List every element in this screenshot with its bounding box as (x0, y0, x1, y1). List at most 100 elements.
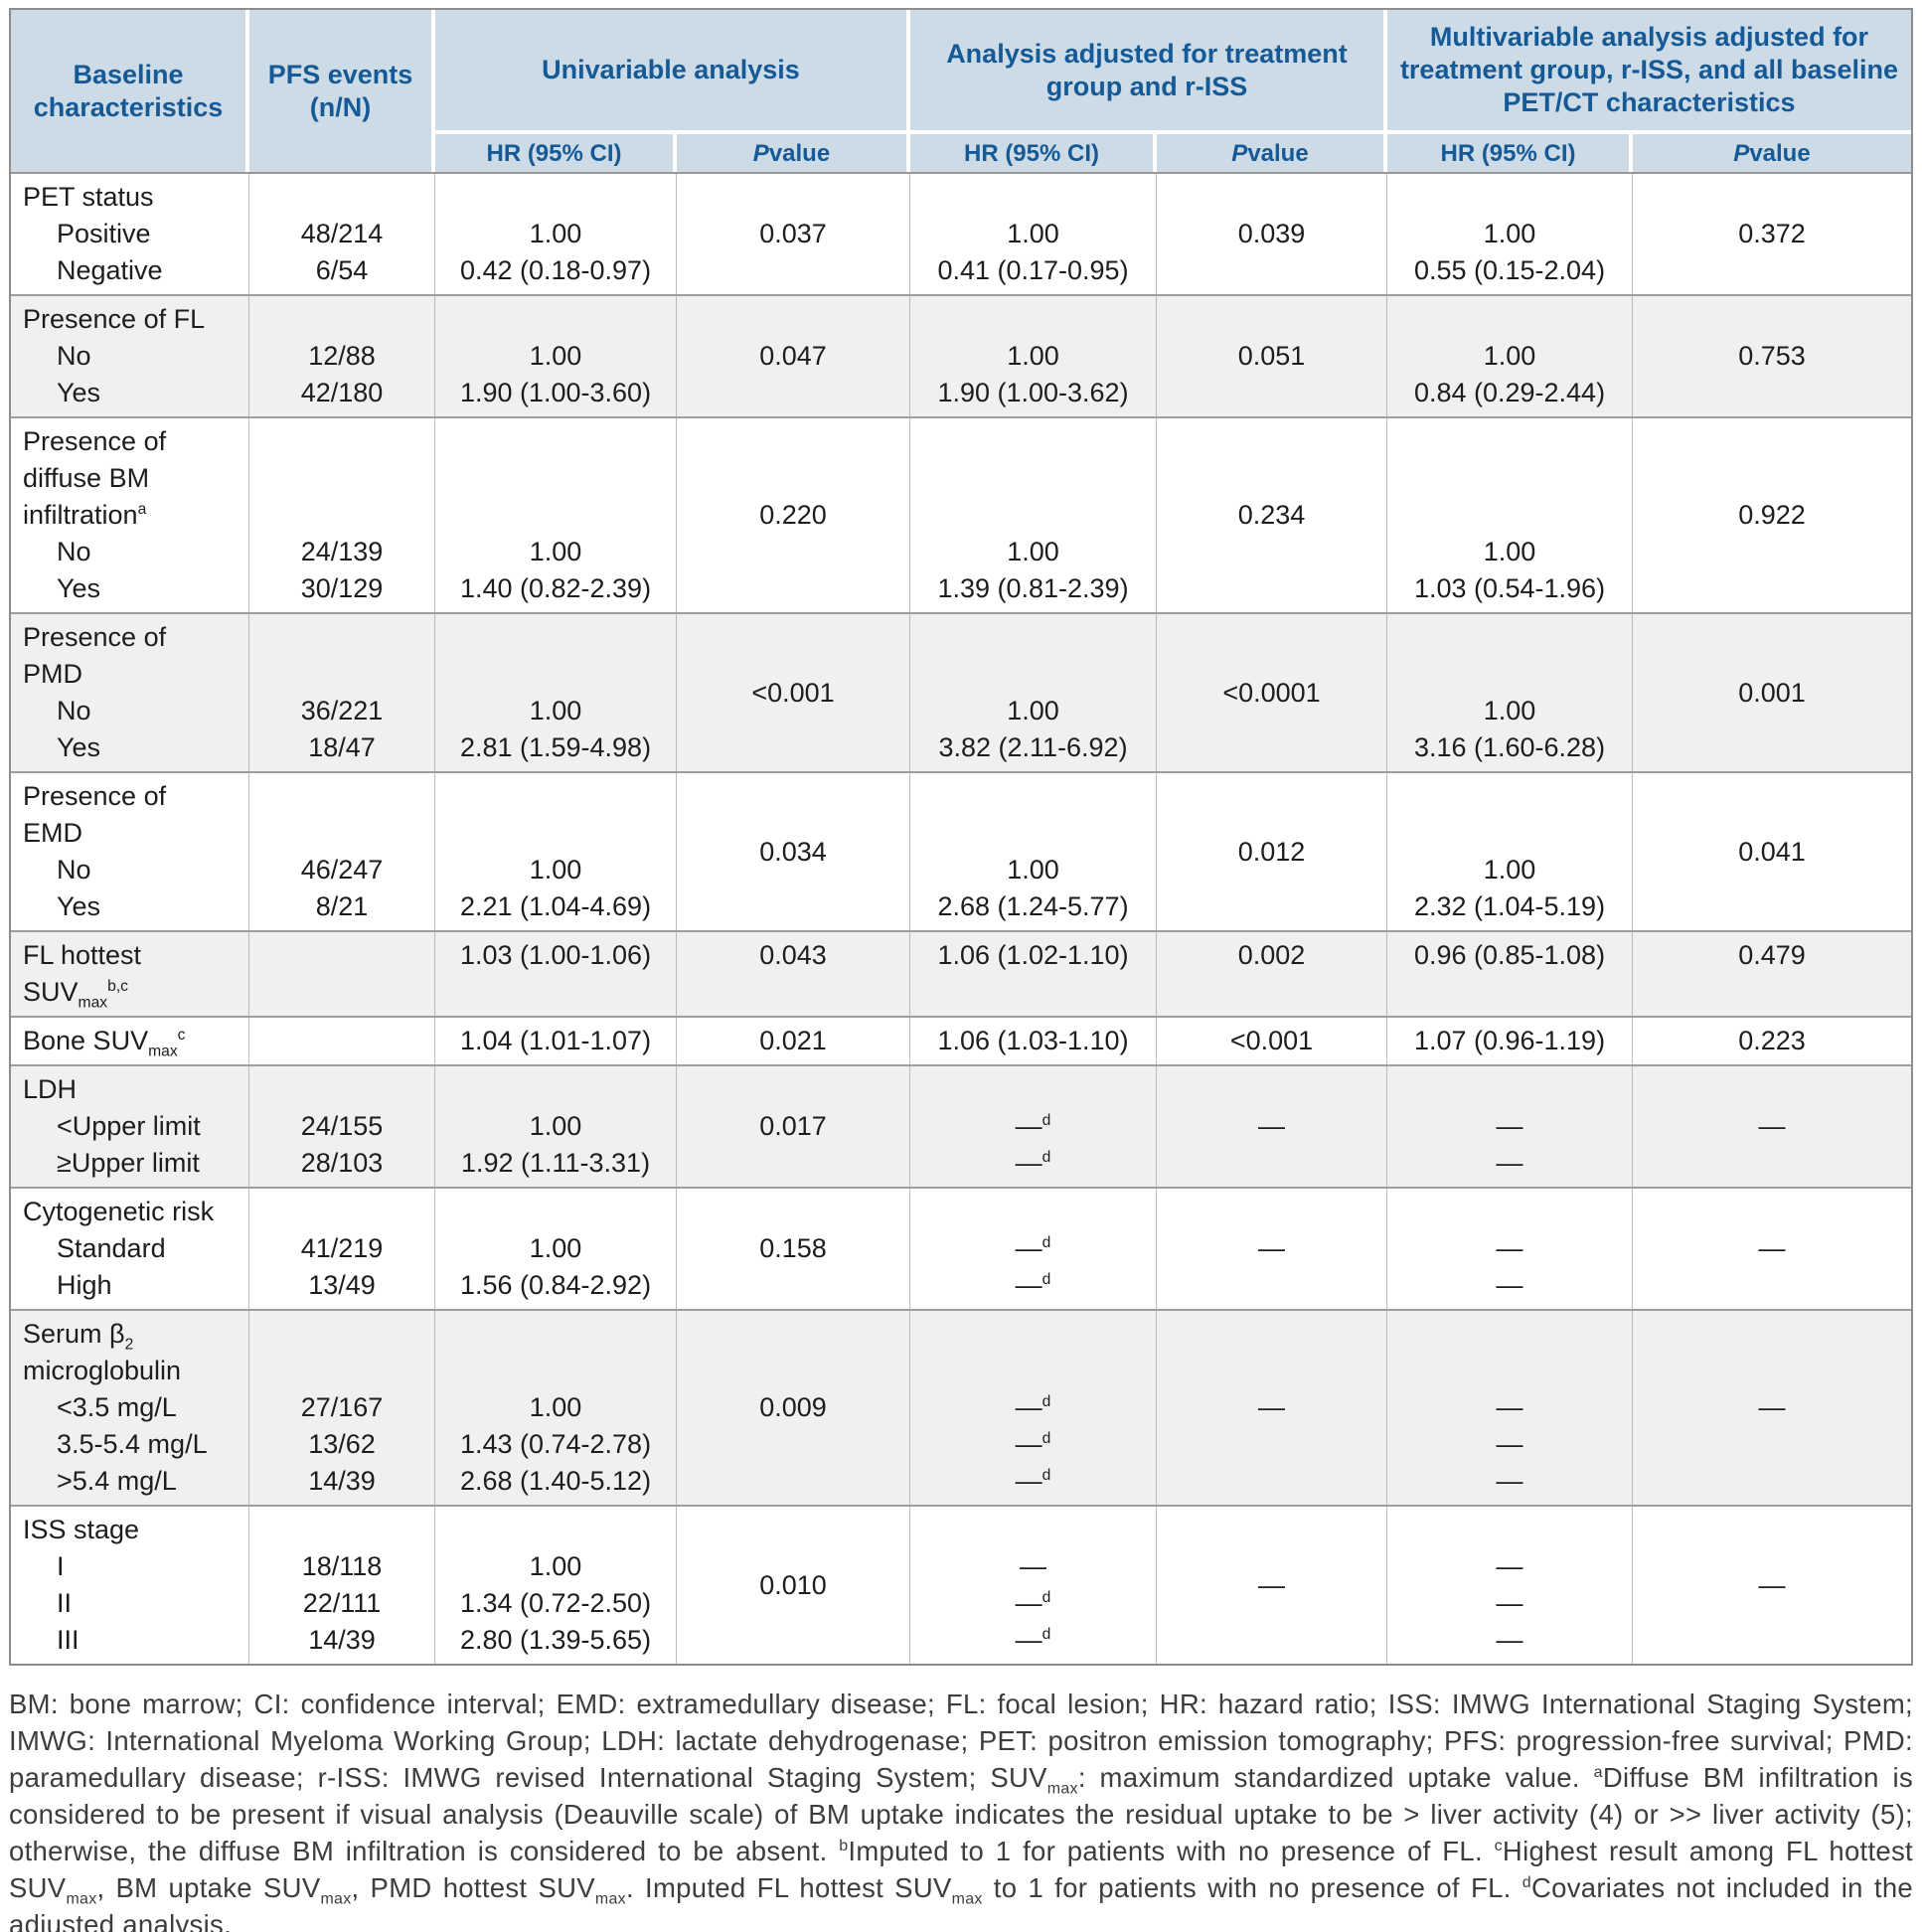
univariable-pvalue-cell: 0.037 (677, 174, 910, 294)
header-univariable-pvalue: P value (677, 134, 910, 172)
multivariable-pvalue-cell: 0.223 (1738, 1026, 1806, 1055)
adjusted-hr-cell: —d —d (910, 1066, 1157, 1187)
univariable-pvalue-cell: 0.043 (677, 932, 910, 1016)
adjusted-hr-cell: 1.00 2.68 (1.24-5.77) (910, 773, 1157, 930)
table-row-diffuse-bm-infiltration: Presence of diffuse BM infiltrationa No Yes 2… (11, 418, 1911, 614)
univariable-pvalue-cell: 0.034 (677, 773, 910, 930)
multivariable-pvalue-cell: 0.479 (1738, 940, 1806, 970)
multivariable-pvalue-cell: — (1758, 1392, 1786, 1422)
table-row-presence-of-fl: Presence of FL No Yes 12/88 42/180 1.00 1.90 (… (11, 296, 1911, 418)
multivariable-hr-cell: 1.00 2.32 (1.04-5.19) (1387, 773, 1633, 930)
univariable-hr-cell: 1.00 0.42 (0.18-0.97) (435, 174, 677, 294)
adjusted-pvalue-cell: 0.234 (1157, 418, 1387, 612)
multivariable-pvalue-cell: 0.041 (1738, 836, 1806, 867)
table-row-bone-suvmax: Bone SUVmaxc 1.04 (1.01-1.07) 0.021 1.06 (1… (11, 1018, 1911, 1066)
multivariable-hr-cell: 1.00 3.16 (1.60-6.28) (1387, 614, 1633, 771)
univariable-hr-cell: 1.00 2.81 (1.59-4.98) (435, 614, 677, 771)
header-group-adjusted: Analysis adjusted for treatment group an… (910, 10, 1387, 134)
adjusted-pvalue-cell: <0.0001 (1157, 614, 1387, 771)
adjusted-hr-cell: 1.06 (1.02-1.10) (910, 932, 1157, 1016)
table-body: PET status Positive Negative 48/214 6/54 1.00… (11, 174, 1911, 1664)
header-group-multivariable: Multivariable analysis adjusted for trea… (1387, 10, 1911, 134)
pfs-events-cell: 18/118 22/111 14/39 (249, 1507, 435, 1664)
multivariable-pvalue-cell: 0.372 (1738, 219, 1806, 248)
characteristic-label-cell: Serum β2 microglobulin <3.5 mg/L 3.5-5.4 mg… (11, 1311, 249, 1505)
pfs-events-cell (249, 1018, 435, 1064)
adjusted-hr-cell: 1.00 0.41 (0.17-0.95) (910, 174, 1157, 294)
table-row-iss-stage: ISS stage I II III 18/118 22/111 14/39 1.00 1.34… (11, 1507, 1911, 1664)
adjusted-hr-cell: —d —d —d (910, 1311, 1157, 1505)
pfs-events-cell: 24/155 28/103 (249, 1066, 435, 1187)
header-adjusted-hr: HR (95% CI) (910, 134, 1157, 172)
header-univariable-hr: HR (95% CI) (435, 134, 677, 172)
characteristic-label-cell: Presence of FL No Yes (11, 296, 249, 416)
pfs-events-cell: 24/139 30/129 (249, 418, 435, 612)
multivariable-hr-cell: — — (1387, 1066, 1633, 1187)
table-row-presence-of-emd: Presence of EMD No Yes 46/247 8/21 1.00 2.21 (1… (11, 773, 1911, 932)
adjusted-pvalue-cell: 0.002 (1157, 932, 1387, 1016)
table-row-pet-status: PET status Positive Negative 48/214 6/54 1.00… (11, 174, 1911, 296)
multivariable-hr-cell: — — (1387, 1189, 1633, 1309)
univariable-pvalue-cell: 0.047 (677, 296, 910, 416)
multivariable-pvalue-cell: — (1758, 1569, 1786, 1600)
characteristic-label-cell: Cytogenetic risk Standard High (11, 1189, 249, 1309)
analysis-table: Baseline characteristics PFS events (n/N… (9, 8, 1913, 1666)
pfs-events-cell: 41/219 13/49 (249, 1189, 435, 1309)
univariable-pvalue-cell: 0.010 (677, 1507, 910, 1664)
table-row-cytogenetic-risk: Cytogenetic risk Standard High 41/219 13/49 1… (11, 1189, 1911, 1311)
multivariable-hr-cell: 0.96 (0.85-1.08) (1387, 932, 1633, 1016)
characteristic-label-cell: ISS stage I II III (11, 1507, 249, 1664)
multivariable-hr-cell: 1.00 0.55 (0.15-2.04) (1387, 174, 1633, 294)
multivariable-pvalue-cell: — (1758, 1233, 1786, 1263)
header-pfs-events: PFS events (n/N) (249, 10, 435, 172)
header-adjusted-pvalue: P value (1157, 134, 1387, 172)
multivariable-pvalue-cell: 0.922 (1738, 500, 1806, 530)
multivariable-hr-cell: 1.00 0.84 (0.29-2.44) (1387, 296, 1633, 416)
table-row-presence-of-pmd: Presence of PMD No Yes 36/221 18/47 1.00 2.81 (… (11, 614, 1911, 773)
multivariable-pvalue-cell: 0.001 (1738, 677, 1806, 708)
multivariable-pvalue-cell: — (1758, 1111, 1786, 1141)
univariable-pvalue-cell: 0.220 (677, 418, 910, 612)
table-header: Baseline characteristics PFS events (n/N… (11, 10, 1911, 174)
univariable-hr-cell: 1.00 1.90 (1.00-3.60) (435, 296, 677, 416)
characteristic-label-cell: FL hottest SUVmaxb,c (11, 932, 249, 1016)
characteristic-label-cell: Presence of PMD No Yes (11, 614, 249, 771)
univariable-pvalue-cell: 0.158 (677, 1189, 910, 1309)
adjusted-pvalue-cell: — (1157, 1507, 1387, 1664)
pfs-events-cell: 27/167 13/62 14/39 (249, 1311, 435, 1505)
univariable-pvalue-cell: <0.001 (677, 614, 910, 771)
multivariable-hr-cell: — — — (1387, 1311, 1633, 1505)
adjusted-hr-cell: 1.00 1.39 (0.81-2.39) (910, 418, 1157, 612)
multivariable-pvalue-cell: 0.753 (1738, 341, 1806, 371)
pfs-events-cell: 48/214 6/54 (249, 174, 435, 294)
adjusted-hr-cell: 1.06 (1.03-1.10) (910, 1018, 1157, 1064)
adjusted-pvalue-cell: 0.039 (1157, 174, 1387, 294)
pfs-events-cell: 12/88 42/180 (249, 296, 435, 416)
pfs-events-cell: 46/247 8/21 (249, 773, 435, 930)
adjusted-pvalue-cell: 0.012 (1157, 773, 1387, 930)
univariable-hr-cell: 1.00 1.34 (0.72-2.50) 2.80 (1.39-5.65) (435, 1507, 677, 1664)
adjusted-pvalue-cell: — (1157, 1311, 1387, 1505)
adjusted-hr-cell: — —d —d (910, 1507, 1157, 1664)
characteristic-label-cell: PET status Positive Negative (11, 174, 249, 294)
characteristic-label-cell: Presence of diffuse BM infiltrationa No Yes (11, 418, 249, 612)
table-row-ldh: LDH <Upper limit ≥Upper limit 24/155 28/103 1… (11, 1066, 1911, 1189)
multivariable-hr-cell: — — — (1387, 1507, 1633, 1664)
pfs-events-cell (249, 932, 435, 1016)
header-group-univariable: Univariable analysis (435, 10, 910, 134)
characteristic-label-cell: Presence of EMD No Yes (11, 773, 249, 930)
header-multivariable-pvalue: P value (1633, 134, 1911, 172)
pfs-events-cell: 36/221 18/47 (249, 614, 435, 771)
univariable-hr-cell: 1.03 (1.00-1.06) (435, 932, 677, 1016)
table-row-serum-beta2-microglobulin: Serum β2 microglobulin <3.5 mg/L 3.5-5.4 mg… (11, 1311, 1911, 1507)
multivariable-hr-cell: 1.00 1.03 (0.54-1.96) (1387, 418, 1633, 612)
univariable-pvalue-cell: 0.017 (677, 1066, 910, 1187)
univariable-hr-cell: 1.00 1.43 (0.74-2.78) 2.68 (1.40-5.12) (435, 1311, 677, 1505)
univariable-hr-cell: 1.00 1.56 (0.84-2.92) (435, 1189, 677, 1309)
adjusted-pvalue-cell: — (1157, 1189, 1387, 1309)
adjusted-pvalue-cell: <0.001 (1157, 1018, 1387, 1064)
footnote: BM: bone marrow; CI: confidence interval… (9, 1689, 1914, 1932)
univariable-pvalue-cell: 0.009 (677, 1311, 910, 1505)
univariable-hr-cell: 1.04 (1.01-1.07) (435, 1018, 677, 1064)
